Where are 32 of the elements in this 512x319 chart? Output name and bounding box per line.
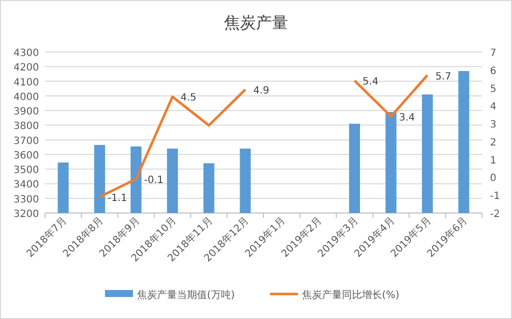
y2-tick-label: 7 bbox=[490, 48, 496, 59]
y2-tick-label: -1 bbox=[490, 191, 500, 202]
y-tick-label: 3900 bbox=[14, 106, 39, 118]
legend-label: 焦炭产量同比增长(%) bbox=[302, 289, 400, 301]
data-label: 3.4 bbox=[398, 112, 415, 124]
data-label: 4.9 bbox=[253, 86, 270, 97]
y-tick-label: 4200 bbox=[14, 62, 39, 74]
data-label: 5.4 bbox=[362, 76, 378, 88]
y-tick-label: 4000 bbox=[14, 92, 39, 103]
y2-tick-label: 4 bbox=[490, 102, 496, 113]
data-label: 4.5 bbox=[180, 92, 196, 104]
y-tick-label: 4300 bbox=[14, 48, 39, 59]
y-tick-label: 3300 bbox=[14, 194, 39, 206]
y-tick-label: 3400 bbox=[14, 180, 39, 191]
chart-title: 焦炭产量 bbox=[224, 13, 288, 32]
y-tick-label: 4100 bbox=[14, 77, 39, 88]
y-tick-label: 3600 bbox=[14, 150, 39, 162]
y2-tick-label: 5 bbox=[490, 84, 496, 95]
y2-tick-label: 6 bbox=[490, 66, 496, 77]
data-label: 5.7 bbox=[435, 71, 452, 82]
y2-tick-label: 2 bbox=[490, 137, 496, 148]
y-tick-label: 3700 bbox=[14, 136, 39, 147]
data-label: -0.1 bbox=[144, 175, 164, 186]
data-label: -1.1 bbox=[108, 192, 128, 204]
y2-tick-label: 3 bbox=[490, 120, 496, 131]
y2-tick-label: -2 bbox=[490, 209, 500, 220]
legend-label: 焦炭产量当期值(万吨) bbox=[137, 289, 235, 301]
y2-tick-label: 0 bbox=[490, 173, 496, 184]
y-tick-label: 3800 bbox=[14, 121, 39, 132]
y-tick-label: 3500 bbox=[14, 165, 39, 176]
y2-tick-label: 1 bbox=[490, 155, 496, 166]
y-tick-label: 3200 bbox=[14, 209, 39, 220]
